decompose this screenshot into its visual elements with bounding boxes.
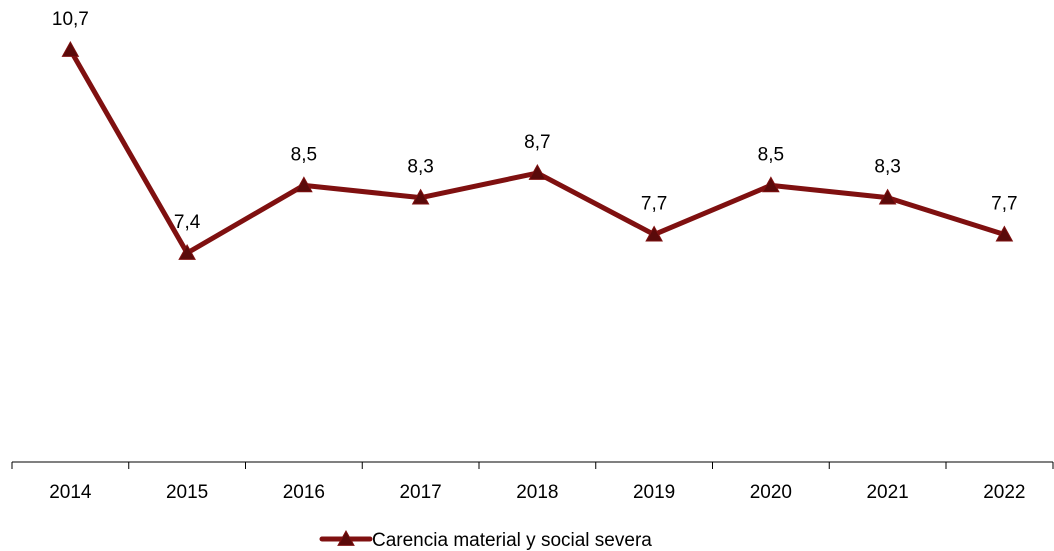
data-labels: 10,7 7,4 8,5 8,3 8,7 7,7 8,5 8,3 7,7 — [52, 9, 1018, 233]
data-point-marker — [762, 176, 780, 193]
x-tick-label: 2021 — [866, 482, 908, 503]
x-axis: 2014 2015 2016 2017 2018 2019 2020 2021 2022 — [11, 461, 1054, 503]
data-point-marker — [878, 188, 897, 205]
data-label: 7,7 — [641, 194, 667, 215]
data-point-marker — [61, 40, 80, 57]
data-label: 7,4 — [174, 212, 201, 233]
data-point-marker — [295, 176, 313, 193]
x-tick-label: 2016 — [283, 482, 325, 503]
data-point-marker — [645, 225, 663, 242]
x-tick-label: 2019 — [633, 482, 675, 503]
x-tick-label: 2015 — [166, 482, 208, 503]
x-tick-label: 2020 — [750, 482, 792, 503]
legend-triangle-marker — [337, 529, 355, 546]
data-label: 8,3 — [407, 157, 433, 178]
data-label: 8,7 — [524, 132, 550, 153]
data-point-marker — [528, 164, 547, 180]
x-tick-label: 2018 — [516, 482, 558, 503]
legend: Carencia material y social severa — [319, 529, 652, 551]
legend-label: Carencia material y social severa — [372, 530, 652, 551]
x-tick-label: 2022 — [983, 482, 1025, 503]
data-point-marker — [995, 225, 1014, 242]
x-tick-label: 2017 — [399, 482, 441, 503]
series-carencia — [61, 40, 1014, 260]
data-label: 8,3 — [874, 157, 900, 178]
data-label: 8,5 — [758, 144, 784, 165]
data-label: 7,7 — [991, 194, 1017, 215]
data-point-marker — [178, 243, 196, 260]
data-label: 8,5 — [291, 144, 317, 165]
data-label: 10,7 — [52, 9, 89, 30]
data-point-marker — [411, 188, 430, 205]
x-tick-label: 2014 — [49, 482, 92, 503]
